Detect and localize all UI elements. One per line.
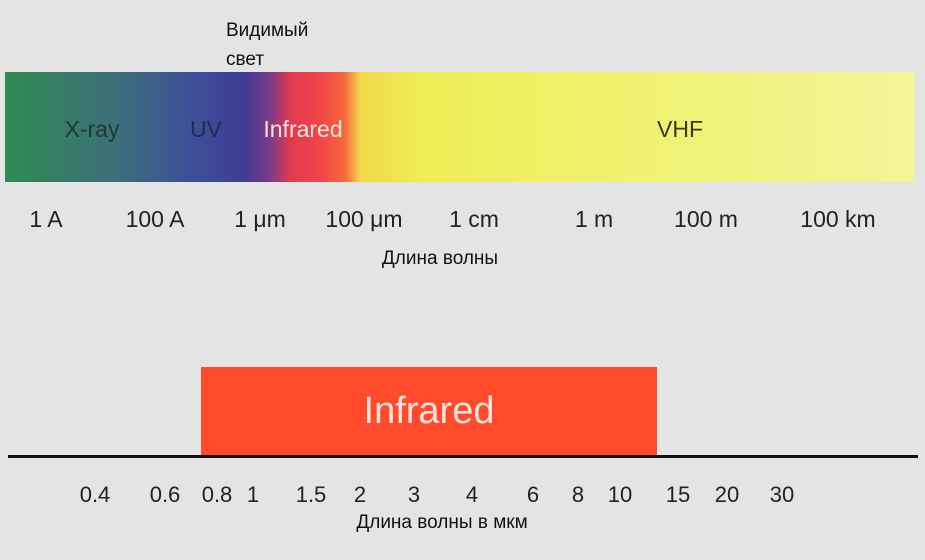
tick-label: 8: [571, 482, 585, 507]
tick-label: 0.8: [201, 482, 233, 507]
spectrum-band: [5, 72, 915, 182]
infrared-box: Infrared: [201, 367, 657, 455]
tick-label: 15: [665, 482, 691, 507]
axis-title: Длина волны в мкм: [356, 512, 528, 533]
wavelength-label: 1 m: [574, 206, 614, 232]
tick-label: 0.6: [149, 482, 181, 507]
tick-label: 2: [353, 482, 367, 507]
wavelength-label: 1 A: [29, 206, 63, 232]
wavelength-label: 100 km: [800, 206, 876, 232]
wavelength-label: 100 A: [125, 206, 185, 232]
wavelength-label: 100 m: [674, 206, 738, 232]
tick-label: 3: [407, 482, 421, 507]
wavelength-label: 1 cm: [449, 206, 499, 232]
band-label: VHF: [657, 116, 703, 142]
tick-label: 10: [607, 482, 633, 507]
tick-label: 1: [246, 482, 260, 507]
band-label: Infrared: [263, 116, 343, 142]
visible-light-label: Видимый свет: [226, 20, 309, 70]
tick-label: 0.4: [79, 482, 111, 507]
wavelength-label: 100 μm: [325, 206, 403, 232]
tick-label: 4: [465, 482, 479, 507]
tick-label: 6: [526, 482, 540, 507]
tick-label: 30: [769, 482, 795, 507]
axis-title: Длина волны: [381, 248, 499, 269]
wavelength-label: 1 μm: [234, 206, 286, 232]
tick-label: 20: [714, 482, 740, 507]
band-label: UV: [190, 116, 222, 142]
tick-label: 1.5: [295, 482, 327, 507]
band-label: X-ray: [64, 116, 120, 142]
axis-line: [8, 455, 918, 458]
